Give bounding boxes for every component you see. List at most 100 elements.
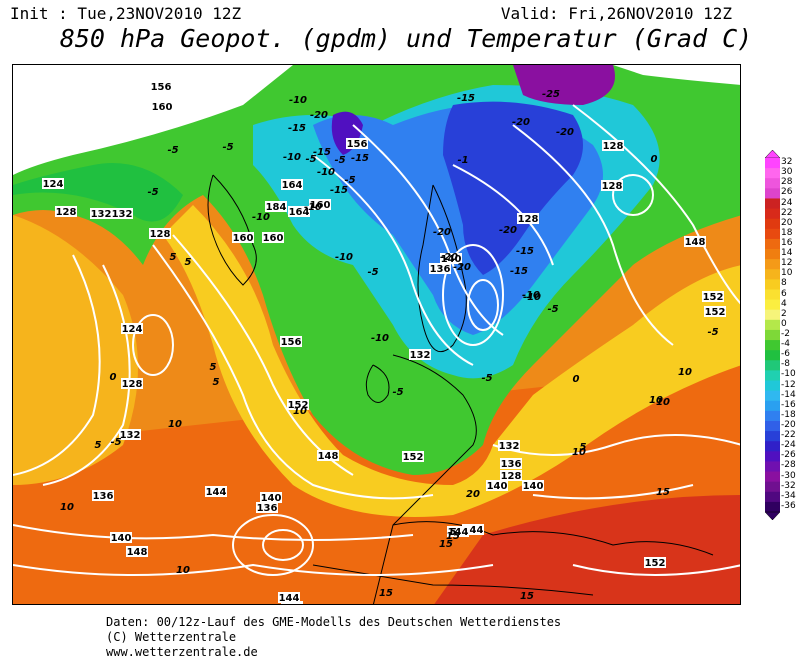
temperature-label: -10	[289, 95, 307, 106]
footer-url: www.wetterzentrale.de	[106, 645, 258, 659]
isoline-9	[452, 164, 554, 266]
temperature-label: -5	[147, 187, 158, 198]
geopotential-label-box	[409, 349, 431, 360]
colorbar-segment	[765, 198, 780, 210]
temperature-label: -5	[110, 437, 121, 448]
geopotential-label-box	[440, 253, 462, 264]
colorbar-arrow-top	[765, 150, 780, 159]
temperature-label: 10	[293, 406, 307, 417]
temperature-label: 5	[95, 440, 102, 451]
isoline-high-1	[132, 314, 174, 376]
colorbar-label: -2	[781, 329, 790, 339]
temperature-label: -15	[510, 266, 528, 277]
isoline-low-4	[467, 279, 499, 331]
geopotential-label: 148	[127, 547, 148, 558]
temperature-label: 10	[656, 397, 670, 408]
geopotential-label: 152	[645, 558, 666, 569]
colorbar-label: -20	[781, 420, 796, 431]
colorbar-label: -18	[781, 409, 796, 420]
colorbar-segment	[765, 309, 780, 321]
colorbar-segment	[765, 451, 780, 462]
temperature-label: -20	[499, 225, 517, 236]
colorbar-label: 4	[781, 298, 787, 309]
colorbar-segment	[765, 400, 780, 412]
temperature-label: -5	[481, 373, 492, 384]
colorbar-label: -6	[781, 349, 790, 360]
geopotential-label: 144	[206, 487, 227, 498]
colorbar-segment	[765, 340, 780, 351]
geopotential-label-box	[522, 480, 544, 491]
geopotential-label: 148	[318, 451, 339, 462]
coast-mediterranean	[392, 521, 714, 556]
temperature-label: -15	[330, 185, 348, 196]
colorbar-label: 32	[781, 157, 793, 168]
isoline-5	[13, 524, 414, 541]
temperature-label: 15	[379, 588, 393, 599]
colorbar-segment	[765, 289, 780, 301]
temperature-label: -10	[283, 152, 301, 163]
geopotential-label: 132	[91, 209, 112, 220]
geopotential-label: 132	[112, 209, 133, 220]
polar-cap	[13, 65, 293, 175]
colorbar-segment	[765, 178, 780, 189]
temperature-label: 10	[168, 419, 182, 430]
colorbar-segment	[765, 501, 780, 513]
isoline-10	[512, 124, 674, 346]
temperature-label: -15	[288, 123, 306, 134]
colorbar-label: -8	[781, 359, 790, 370]
colorbar-segment	[765, 249, 780, 260]
isoline-4	[13, 254, 101, 476]
isoline-12	[492, 434, 740, 456]
temperature-label: 15	[656, 487, 670, 498]
colorbar-label: -14	[781, 389, 796, 400]
geopotential-label: 136	[430, 264, 451, 275]
colorbar-segment	[765, 471, 780, 483]
geopotential-label-box	[150, 81, 172, 92]
geopotential-label-box	[278, 592, 300, 603]
coast-europe	[372, 354, 477, 604]
colorbar-segment	[765, 168, 780, 179]
valid-time: Valid: Fri,26NOV2010 12Z	[500, 4, 732, 23]
geopotential-label-box	[486, 480, 508, 491]
geopotential-label: 144	[463, 525, 484, 536]
colorbar-label: -22	[781, 430, 796, 441]
temperature-label: -10	[252, 212, 270, 223]
temperature-label: -10	[335, 252, 353, 263]
temperature-label: 0	[110, 372, 117, 383]
isoline-low-1	[232, 514, 314, 576]
colorbar-segment	[765, 238, 780, 250]
geopotential-label: 160	[152, 102, 173, 113]
colorbar-segment	[765, 208, 780, 220]
coast-uk	[365, 364, 390, 403]
hot-southeast	[434, 495, 740, 604]
geopotential-label-box	[126, 546, 148, 557]
isoline-low-3	[442, 244, 504, 346]
temperature-label: -10	[371, 333, 389, 344]
temperature-label: -20	[310, 110, 328, 121]
temperature-label: -5	[392, 387, 403, 398]
temperature-label: 10	[176, 565, 190, 576]
temperature-label: -1	[457, 155, 468, 166]
isoline-14	[572, 564, 740, 576]
colorbar-segment	[765, 188, 780, 199]
geopotential-label: 128	[501, 471, 522, 482]
purple-core	[513, 65, 615, 105]
temperature-label: -10	[317, 167, 335, 178]
isoline-low-2	[262, 529, 304, 561]
geopotential-label: 148	[685, 237, 706, 248]
colorbar-segment	[765, 491, 780, 503]
geopotential-label: 152	[403, 452, 424, 463]
geopotential-label-box	[232, 232, 254, 243]
geopotential-label: 136	[257, 503, 278, 514]
colorbar-segment	[765, 259, 780, 270]
geopotential-label: 128	[56, 207, 77, 218]
geopotential-label: 160	[310, 200, 331, 211]
colorbar-segment	[765, 269, 780, 280]
init-time: Init : Tue,23NOV2010 12Z	[10, 4, 242, 23]
geopotential-label-box	[42, 178, 64, 189]
colorbar-segment	[765, 228, 780, 240]
colorbar-segment	[765, 370, 780, 382]
isoline-high-2	[612, 174, 654, 216]
geopotential-label-box	[119, 429, 141, 440]
